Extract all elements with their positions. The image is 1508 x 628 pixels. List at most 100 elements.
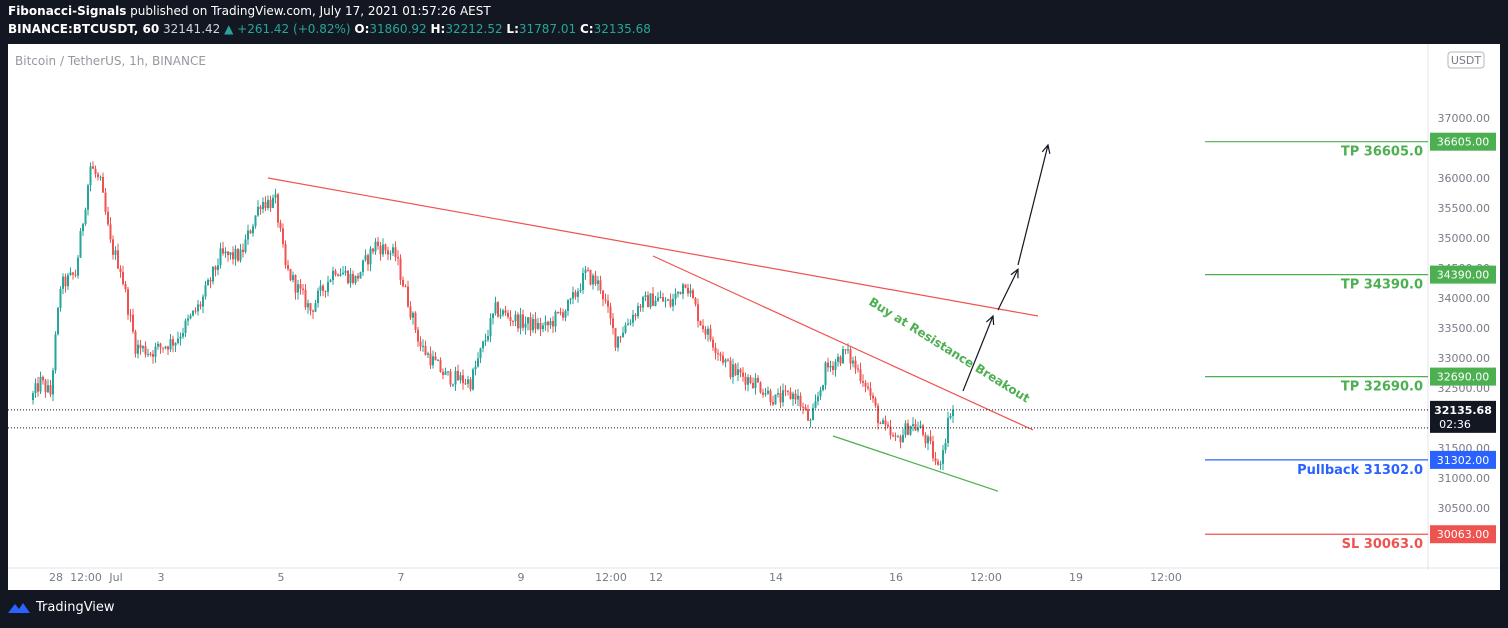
candle-body xyxy=(272,197,274,208)
arrow-head xyxy=(1041,143,1051,154)
candle-body xyxy=(397,257,399,259)
candle-body xyxy=(699,321,702,326)
candle-body xyxy=(229,252,232,256)
candle-body xyxy=(294,275,297,293)
candle-body xyxy=(87,185,89,210)
candle-body xyxy=(92,166,94,169)
candle-body xyxy=(394,247,397,258)
candle-body xyxy=(62,276,64,289)
candle-body xyxy=(407,286,409,307)
candle-body xyxy=(494,302,497,314)
candle-body xyxy=(807,409,809,421)
candle-body xyxy=(457,370,459,381)
candle-body xyxy=(154,346,157,357)
candle-body xyxy=(97,174,99,177)
candle-body xyxy=(884,420,887,425)
x-tick-label: 12:00 xyxy=(1150,571,1182,584)
candle-body xyxy=(949,416,952,418)
candle-body xyxy=(497,302,499,317)
candle-body xyxy=(739,369,742,373)
candle-body xyxy=(549,321,552,326)
candle-body xyxy=(474,366,477,370)
candle-body xyxy=(472,369,474,390)
price-chart[interactable]: Bitcoin / TetherUS, 1h, BINANCE USDT 370… xyxy=(0,44,1508,592)
last-price-tag xyxy=(1430,400,1496,433)
candle-body xyxy=(757,377,759,383)
level-price-tag xyxy=(1430,450,1496,469)
candle-body xyxy=(422,345,424,347)
candle-body xyxy=(917,427,919,431)
candle-body xyxy=(344,270,347,273)
y-tick-label: 37000.00 xyxy=(1438,112,1491,125)
candle-body xyxy=(269,199,272,208)
candle-body xyxy=(767,390,769,394)
candle-body xyxy=(842,349,844,364)
candle-body xyxy=(934,458,937,462)
candle-body xyxy=(727,359,729,361)
candle-body xyxy=(454,370,457,385)
candle-body xyxy=(304,289,307,308)
candle-body xyxy=(202,296,204,307)
candle-body xyxy=(214,266,217,270)
candle-body xyxy=(634,314,637,317)
candle-body xyxy=(639,306,642,308)
candle-body xyxy=(314,303,317,312)
candle-body xyxy=(812,407,814,420)
x-tick-label: 14 xyxy=(769,571,783,584)
candle-body xyxy=(419,341,422,347)
candle-body xyxy=(117,250,119,269)
candle-body xyxy=(307,303,309,308)
candle-body xyxy=(147,353,149,355)
candle-body xyxy=(194,310,197,312)
open-label: O: xyxy=(354,22,370,36)
level-price-tag-label: 34390.00 xyxy=(1437,269,1490,282)
candle-body xyxy=(302,288,304,290)
candle-body xyxy=(142,346,144,349)
candle-body xyxy=(232,252,234,260)
candle-body xyxy=(677,291,679,294)
chart-title: Bitcoin / TetherUS, 1h, BINANCE xyxy=(15,54,206,68)
candle-body xyxy=(574,292,577,297)
candle-body xyxy=(687,287,689,294)
candle-body xyxy=(312,310,314,312)
candle-body xyxy=(94,168,97,175)
candle-body xyxy=(932,441,934,459)
candle-body xyxy=(789,391,792,400)
candle-body xyxy=(217,265,219,270)
candle-body xyxy=(702,325,704,330)
candle-body xyxy=(179,336,182,339)
candle-body xyxy=(777,393,779,395)
candle-body xyxy=(172,339,174,346)
candle-body xyxy=(607,300,609,307)
candle-body xyxy=(662,297,664,302)
candle-body xyxy=(589,270,592,285)
candle-body xyxy=(852,360,854,364)
currency-badge[interactable]: USDT xyxy=(1447,51,1485,69)
arrow-shaft xyxy=(1017,144,1049,266)
candle-body xyxy=(237,248,239,261)
x-tick-label: 12:00 xyxy=(970,571,1002,584)
candle-body xyxy=(652,293,654,306)
x-tick-label: Jul xyxy=(108,571,122,584)
candle-body xyxy=(132,314,134,332)
candle-body xyxy=(434,356,437,361)
candle-body xyxy=(749,377,752,383)
y-tick-label: 33000.00 xyxy=(1438,352,1491,365)
candle-body xyxy=(869,388,872,396)
candle-body xyxy=(619,336,622,338)
candle-body xyxy=(697,304,699,322)
candle-body xyxy=(239,249,242,261)
candle-body xyxy=(612,318,614,329)
currency-label: USDT xyxy=(1451,54,1482,67)
candle-body xyxy=(184,320,187,334)
candle-body xyxy=(254,215,257,227)
candle-body xyxy=(204,285,207,297)
low-value: 31787.01 xyxy=(518,22,577,36)
x-tick-label: 5 xyxy=(278,571,285,584)
candle-body xyxy=(354,275,357,283)
candle-body xyxy=(527,317,529,324)
candle-body xyxy=(452,384,454,386)
candle-body xyxy=(947,417,949,444)
candle-body xyxy=(532,319,534,331)
candle-body xyxy=(464,383,467,385)
